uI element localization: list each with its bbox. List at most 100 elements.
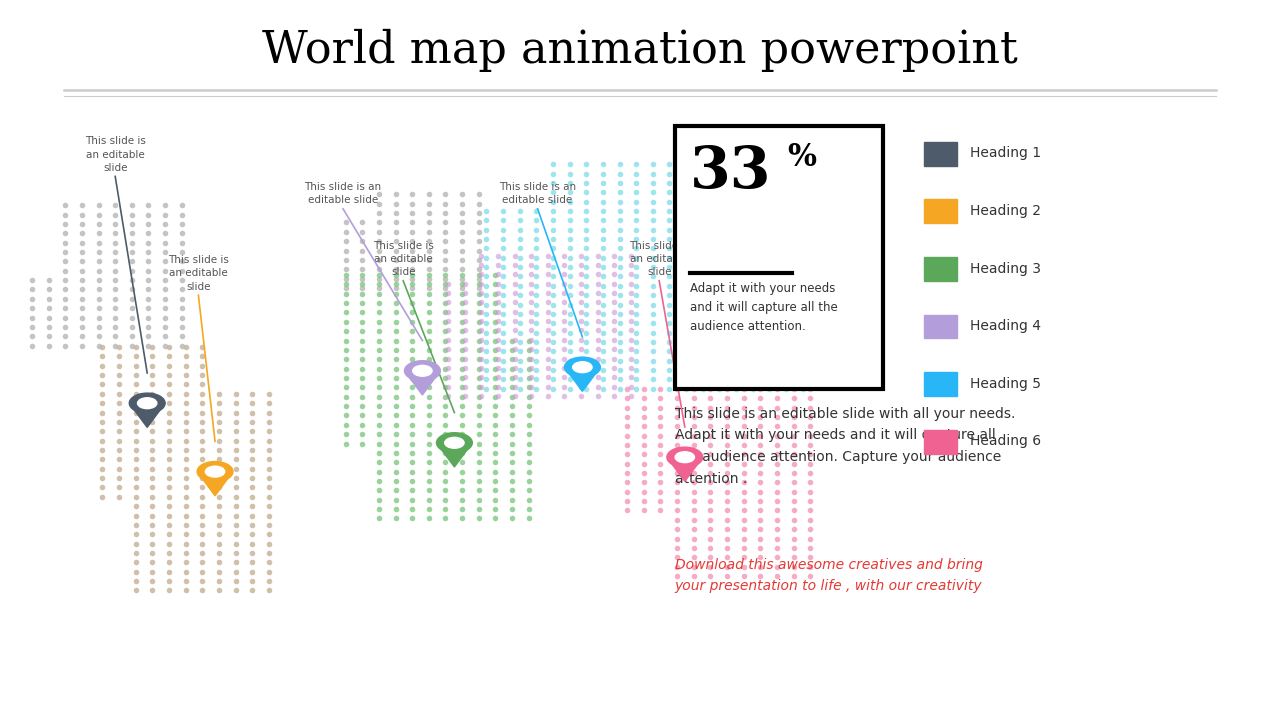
Point [588, 315, 608, 327]
Point [138, 246, 159, 258]
Point [783, 439, 804, 451]
Point [521, 334, 541, 346]
Point [783, 486, 804, 498]
Point [175, 360, 196, 372]
Point [733, 570, 754, 582]
Point [369, 264, 389, 275]
Point [105, 284, 125, 295]
Point [242, 547, 262, 559]
Point [175, 463, 196, 474]
Point [88, 218, 109, 230]
Point [385, 297, 406, 309]
Point [634, 495, 654, 507]
Point [471, 269, 492, 280]
Point [767, 542, 787, 554]
Point [742, 261, 763, 273]
Point [509, 364, 530, 376]
Point [242, 575, 262, 587]
Point [72, 228, 92, 239]
Point [419, 372, 439, 384]
Point [742, 383, 763, 395]
Point [709, 205, 730, 217]
Point [504, 297, 525, 308]
Point [468, 494, 489, 505]
Point [709, 346, 730, 357]
Point [142, 482, 163, 493]
Point [402, 410, 422, 421]
Point [192, 397, 212, 409]
Point [621, 372, 641, 383]
Point [767, 411, 787, 423]
Point [142, 435, 163, 446]
Point [209, 482, 229, 493]
Point [92, 351, 113, 362]
Point [225, 388, 246, 400]
Point [192, 472, 212, 484]
Point [604, 278, 625, 289]
Point [538, 362, 558, 374]
Point [609, 261, 630, 273]
Point [750, 411, 771, 423]
Point [643, 215, 663, 226]
Point [385, 245, 406, 256]
Point [192, 454, 212, 465]
Point [593, 336, 613, 348]
Point [72, 256, 92, 267]
Point [155, 312, 175, 323]
Point [138, 265, 159, 276]
Point [692, 158, 713, 170]
Point [402, 207, 422, 219]
Point [609, 168, 630, 179]
Point [175, 407, 196, 418]
Point [643, 271, 663, 282]
Point [242, 585, 262, 596]
Point [452, 363, 472, 374]
Point [55, 330, 76, 342]
Point [369, 391, 389, 402]
Point [471, 297, 492, 308]
Point [676, 205, 696, 217]
Polygon shape [438, 444, 471, 467]
Point [385, 279, 406, 290]
Point [369, 279, 389, 290]
Point [667, 552, 687, 563]
Point [776, 318, 796, 329]
Point [419, 494, 439, 505]
Point [175, 435, 196, 446]
Point [55, 321, 76, 333]
Point [125, 463, 146, 474]
Point [617, 430, 637, 441]
Point [783, 467, 804, 479]
Point [452, 254, 472, 266]
Point [717, 458, 737, 469]
Point [726, 196, 746, 207]
Point [92, 388, 113, 400]
Point [468, 235, 489, 247]
Point [634, 430, 654, 441]
Point [335, 325, 356, 337]
Point [626, 158, 646, 170]
Point [521, 278, 541, 289]
Point [485, 485, 506, 496]
Point [609, 327, 630, 338]
Point [559, 233, 580, 245]
Point [742, 186, 763, 198]
Point [352, 354, 372, 365]
Point [175, 510, 196, 521]
Point [733, 402, 754, 413]
Point [783, 523, 804, 535]
Point [369, 400, 389, 412]
Point [155, 330, 175, 342]
Point [122, 199, 142, 211]
Point [733, 486, 754, 498]
Point [335, 400, 356, 412]
Point [559, 243, 580, 254]
Point [192, 426, 212, 437]
Point [783, 392, 804, 404]
Point [518, 382, 539, 393]
Point [559, 318, 580, 329]
Point [750, 514, 771, 526]
Point [634, 420, 654, 432]
Point [667, 392, 687, 404]
Point [626, 383, 646, 395]
